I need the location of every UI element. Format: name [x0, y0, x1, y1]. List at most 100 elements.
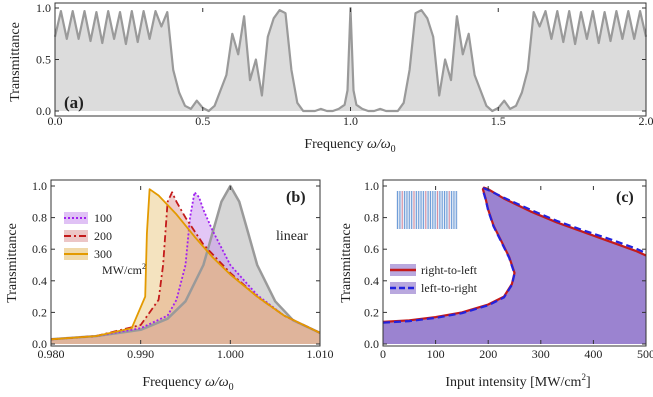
panel-c-structure-layer [406, 191, 408, 229]
panel-b-line-linear [50, 184, 321, 341]
panel-c-structure-layer [432, 191, 434, 229]
panel-c-structure-layer [427, 191, 429, 229]
panel-c-structure-layer [455, 191, 457, 229]
panel-a-xtick-label: 1.5 [491, 114, 506, 128]
panel-c-structure-layer [429, 191, 431, 229]
panel-c: 0 100 200 300 400 500 0.0 0.2 0.4 0.6 0.8 1.0 (c) r… [339, 179, 653, 390]
panel-b-ytick-label: 0.6 [32, 242, 47, 256]
panel-b: 0.980 0.990 1.000 1.010 0.0 0.2 0.4 0.6 0.8 1.0 (… [5, 179, 334, 393]
panel-c-xtick-label: 400 [584, 347, 602, 361]
panel-c-structure-inset [396, 191, 458, 229]
panel-c-xlabel-main: Input intensity [MW/cm [445, 375, 581, 390]
panel-c-structure-layer [425, 191, 427, 229]
panel-b-legend-label: 100 [94, 211, 112, 225]
panel-a-xtick-label: 0.0 [48, 114, 63, 128]
panel-b-ytick-label: 0.2 [32, 305, 47, 319]
panel-c-xtick-label: 100 [427, 347, 445, 361]
panel-a-ylabel: Transmittance [8, 22, 23, 102]
panel-c-structure-layer [411, 191, 413, 229]
panel-a-xtick-label: 1.0 [343, 114, 358, 128]
panel-a-area [55, 8, 646, 111]
panel-b-ytick-label: 0.0 [32, 337, 47, 351]
panel-b-unit-sup: 2 [142, 262, 146, 271]
panel-c-plot [382, 186, 647, 344]
panel-b-xtick-label: 1.000 [217, 347, 244, 361]
panel-c-ytick-label: 0.0 [364, 337, 379, 351]
panel-c-structure-layer [446, 191, 448, 229]
panel-c-legend: right-to-left left-to-right [390, 263, 478, 295]
panel-c-area [383, 187, 646, 344]
panel-c-structure-layer [436, 191, 439, 229]
panel-b-legend: 100 200 300 [64, 211, 112, 261]
panel-c-structure-layer [408, 191, 410, 229]
panel-c-structure-layer [444, 191, 446, 229]
panel-b-legend-label: 300 [94, 247, 112, 261]
panel-b-ytick-label: 1.0 [32, 179, 47, 193]
panel-c-structure-layer [418, 191, 420, 229]
panel-c-structure-background [396, 191, 458, 229]
panel-a: 0.0 0.5 1.0 1.5 2.0 0.0 0.5 1.0 (a) Transmittan… [8, 1, 653, 155]
panel-c-structure-layer [441, 191, 443, 229]
panel-b-ytick-label: 0.4 [32, 274, 47, 288]
panel-a-xlabel-var: ω/ω [367, 137, 391, 152]
panel-c-structure-layer [448, 191, 450, 229]
panel-c-legend-label: left-to-right [421, 281, 478, 295]
panel-c-structure-layer [415, 191, 417, 229]
panel-c-xlabel-end: ] [586, 375, 591, 390]
panel-c-structure-layer [451, 191, 453, 229]
panel-b-ytick-label: 0.8 [32, 211, 47, 225]
panel-b-line-100 [50, 191, 321, 341]
panel-c-structure-layer [399, 191, 401, 229]
panel-c-xtick-label: 200 [479, 347, 497, 361]
panel-b-linear-label: linear [276, 229, 308, 244]
panel-c-structure-layer [420, 191, 422, 229]
panel-c-ticks: 0 100 200 300 400 500 0.0 0.2 0.4 0.6 0.8 1.0 [364, 179, 653, 361]
panel-c-label: (c) [616, 189, 634, 206]
panel-c-legend-label: right-to-left [421, 263, 478, 277]
panel-b-xlabel-main: Frequency [142, 375, 205, 390]
panel-c-structure-layer [413, 191, 415, 229]
panel-c-xtick-label: 300 [532, 347, 550, 361]
panel-a-ticks: 0.0 0.5 1.0 1.5 2.0 0.0 0.5 1.0 [36, 1, 653, 128]
panel-c-ytick-label: 0.6 [364, 242, 379, 256]
panel-a-xlabel-sub: 0 [391, 144, 396, 155]
panel-c-structure-layer [401, 191, 403, 229]
panel-c-ylabel: Transmittance [339, 223, 354, 303]
panel-a-label: (a) [64, 93, 84, 112]
panel-b-line-300 [50, 188, 321, 341]
panel-b-unit: MW/cm2 [102, 262, 146, 277]
panel-c-structure-layer [404, 191, 406, 229]
panel-c-structure-layer [422, 191, 424, 229]
panel-c-ytick-label: 0.4 [364, 274, 379, 288]
panel-b-ticks: 0.980 0.990 1.000 1.010 0.0 0.2 0.4 0.6 0.8 1.0 [32, 179, 334, 361]
panel-b-ylabel: Transmittance [5, 223, 20, 303]
panel-b-unit-label: MW/cm [102, 263, 143, 277]
panel-a-xtick-label: 2.0 [639, 114, 653, 128]
panel-a-ytick-label: 1.0 [36, 1, 51, 15]
panel-a-xtick-label: 0.5 [195, 114, 210, 128]
panel-c-ytick-label: 0.2 [364, 305, 379, 319]
panel-c-xlabel: Input intensity [MW/cm2] [445, 372, 590, 390]
panel-b-area-200 [51, 192, 320, 344]
panel-a-ytick-label: 0.0 [36, 104, 51, 118]
panel-a-xlabel-main: Frequency [304, 137, 367, 152]
panel-a-xlabel: Frequency ω/ω0 [304, 137, 395, 155]
panel-c-ytick-label: 0.8 [364, 211, 379, 225]
panel-c-frame [382, 179, 647, 347]
panel-b-plot [50, 184, 321, 344]
panel-b-xlabel-var: ω/ω [205, 375, 229, 390]
panel-c-xtick-label: 500 [637, 347, 653, 361]
panel-b-xtick-label: 0.990 [127, 347, 154, 361]
panel-c-xlabel-sup: 2 [581, 372, 586, 382]
panel-a-plot [53, 6, 648, 113]
panel-c-structure-layer [453, 191, 455, 229]
panel-b-frame [50, 179, 321, 347]
panel-b-xlabel-sub: 0 [229, 382, 234, 393]
panel-c-structure-layer [434, 191, 436, 229]
panel-b-xtick-label: 0.980 [38, 347, 65, 361]
panel-b-label: (b) [286, 189, 306, 206]
panel-c-structure-layer [439, 191, 441, 229]
panel-c-line-left-to-right [382, 187, 647, 324]
panel-b-legend-label: 200 [94, 229, 112, 243]
